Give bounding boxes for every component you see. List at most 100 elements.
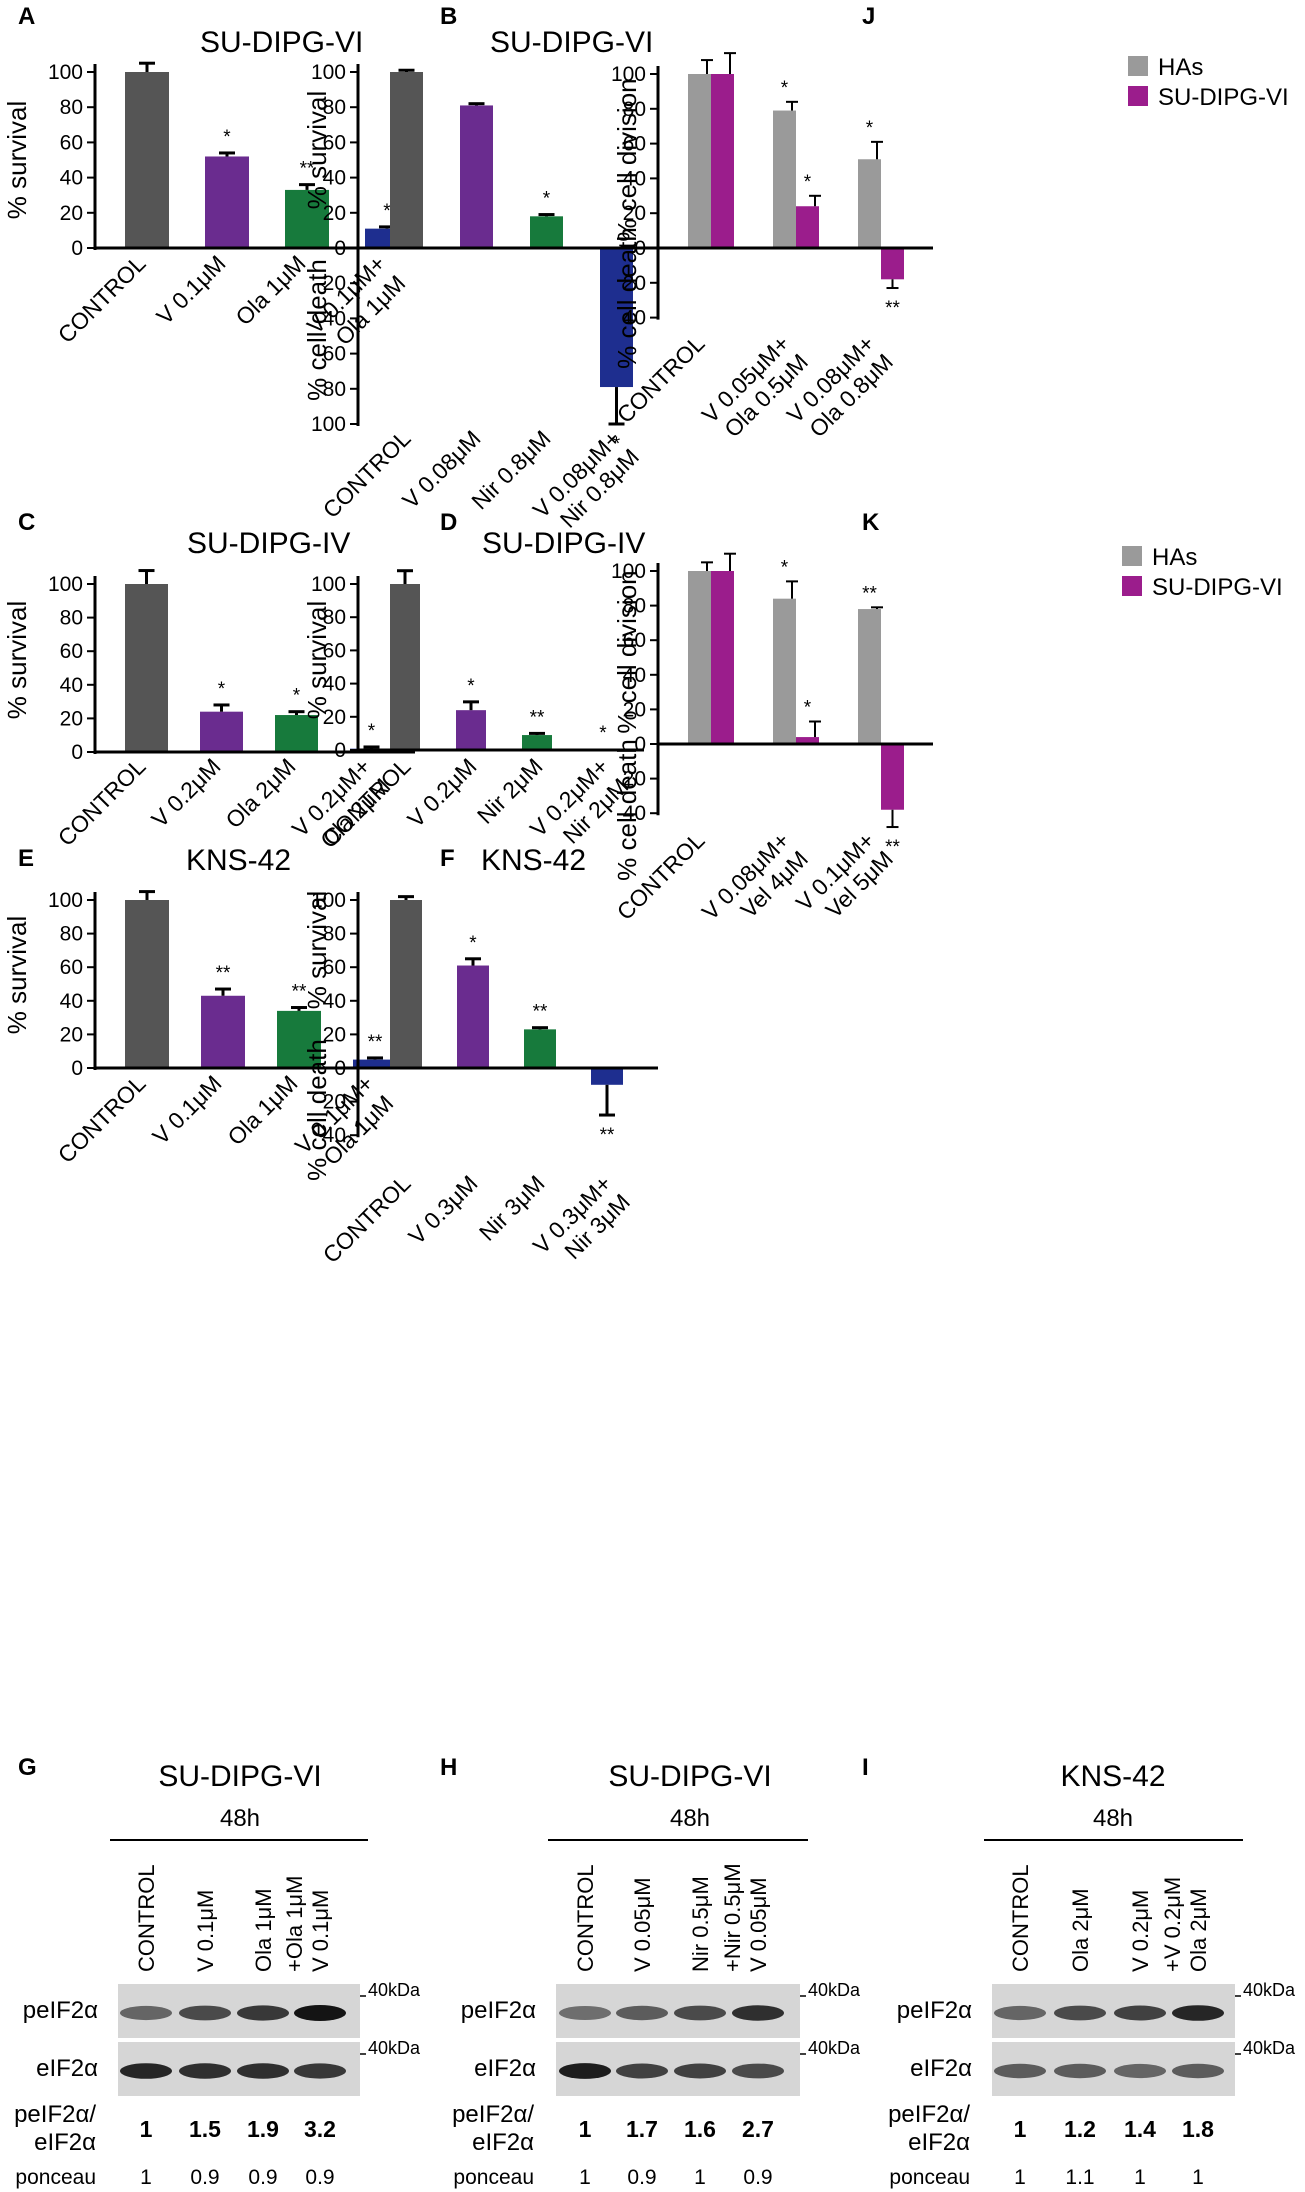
ponceau-label: ponceau — [453, 2166, 534, 2189]
significance-marker: ** — [530, 707, 545, 728]
significance-marker: * — [218, 679, 226, 700]
bar-su-dipg-vi — [881, 744, 904, 810]
y-tick-label: 40 — [60, 167, 83, 190]
ratio-label: peIF2α/eIF2α — [888, 2101, 970, 2156]
significance-marker: * — [599, 723, 607, 744]
y-tick-label: 60 — [323, 343, 346, 366]
y-tick-label: 100 — [311, 889, 346, 912]
ratio-value: 1.4 — [1124, 2116, 1156, 2142]
bar — [390, 584, 420, 750]
ponceau-value: 0.9 — [743, 2166, 772, 2189]
y-tick-label: 20 — [60, 1023, 83, 1046]
panel-label: B — [440, 3, 457, 30]
blot-band — [674, 2005, 726, 2021]
y-tick-label: 20 — [323, 706, 346, 729]
ratio-label: peIF2α/eIF2α — [14, 2101, 96, 2156]
blot-band — [237, 2005, 289, 2021]
lane-label: V 0.1μM+Ola 1μM — [282, 1876, 333, 1972]
category-label: V 0.2μM — [402, 753, 481, 832]
ponceau-value: 1 — [1014, 2166, 1026, 2189]
category-label-line: CONTROL — [53, 753, 151, 851]
legend-entry: SU-DIPG-VI — [1152, 574, 1283, 601]
significance-marker: * — [469, 933, 477, 954]
category-label-line: CONTROL — [53, 250, 151, 348]
category-label: CONTROL — [318, 1170, 416, 1268]
category-label-line: Ola 1μM — [222, 1070, 302, 1150]
blot-band — [616, 2005, 668, 2021]
y-axis-label: % survival — [2, 601, 32, 719]
significance-marker: ** — [885, 837, 900, 858]
bar — [275, 715, 318, 752]
molecular-weight-marker: 40kDa — [368, 2038, 421, 2058]
blot-band — [559, 2063, 611, 2079]
category-label: V 0.1μM+Vel 5μM — [791, 827, 898, 934]
y-tick-label: 0 — [71, 741, 83, 764]
chart-title: SU-DIPG-VI — [490, 26, 653, 59]
category-label-line: V 0.3μM — [403, 1170, 482, 1249]
significance-marker: * — [543, 189, 551, 210]
category-label: V 0.1μM — [147, 1070, 226, 1149]
blot-timepoint: 48h — [1093, 1805, 1133, 1832]
y-tick-label: 60 — [323, 639, 346, 662]
y-axis-label: % survival — [302, 891, 332, 1009]
blot-title: SU-DIPG-VI — [158, 1760, 321, 1793]
blot-timepoint: 48h — [670, 1805, 710, 1832]
legend-swatch — [1122, 546, 1142, 566]
legend-swatch — [1128, 56, 1148, 76]
molecular-weight-marker: 40kDa — [368, 1980, 421, 2000]
lane-label: CONTROL — [134, 1864, 159, 1972]
blot-band — [1054, 2005, 1106, 2021]
ponceau-value: 1.1 — [1065, 2166, 1094, 2189]
y-tick-label: 40 — [323, 1124, 346, 1147]
y-tick-label: 80 — [323, 606, 346, 629]
ponceau-value: 1 — [694, 2166, 706, 2189]
blot-row-label: peIF2α — [23, 1997, 98, 2024]
panel-label: D — [440, 509, 457, 536]
lane-label-line: Ola 1μM — [251, 1888, 276, 1972]
ratio-value: 1 — [1014, 2116, 1027, 2142]
legend-entry: HAs — [1158, 54, 1203, 81]
y-tick-label: 100 — [48, 61, 83, 84]
bar-su-dipg-vi — [796, 206, 819, 248]
blot-row-label: peIF2α — [461, 1997, 536, 2024]
y-tick-label: 20 — [623, 768, 646, 791]
lane-label: Nir 0.5μM — [688, 1876, 713, 1972]
ratio-label-line: peIF2α/ — [452, 2101, 534, 2128]
significance-marker: * — [383, 201, 391, 222]
legend-entry: SU-DIPG-VI — [1158, 84, 1289, 111]
ponceau-label: ponceau — [15, 2166, 96, 2189]
lane-label-line: CONTROL — [1008, 1864, 1033, 1972]
category-label-line: CONTROL — [318, 425, 416, 523]
bar — [200, 711, 243, 752]
ratio-value: 3.2 — [304, 2116, 336, 2142]
bar-has — [858, 609, 881, 744]
bar — [205, 156, 249, 248]
y-tick-label: 20 — [623, 698, 646, 721]
y-axis-label-secondary: % cell death — [302, 1039, 332, 1181]
lane-label-line: Ola 2μM — [1068, 1888, 1093, 1972]
chart-title: SU-DIPG-IV — [187, 527, 350, 560]
y-tick-label: 20 — [623, 202, 646, 225]
y-tick-label: 100 — [611, 560, 646, 583]
legend-swatch — [1122, 576, 1142, 596]
category-label-line: Ola 1μM — [230, 250, 310, 330]
y-tick-label: 20 — [323, 1023, 346, 1046]
panel-label: C — [18, 509, 35, 536]
y-axis-label-secondary: % cell death — [302, 259, 332, 401]
bar — [201, 995, 245, 1068]
blot-band — [732, 2063, 784, 2079]
category-label: V 0.08μM+Vel 4μM — [697, 827, 813, 943]
bar — [125, 900, 169, 1068]
y-tick-label: 40 — [60, 674, 83, 697]
lane-label-line: V 0.05μM — [746, 1877, 771, 1972]
y-axis-label-secondary: % cell death — [612, 739, 642, 881]
lane-label-line: Nir 0.5μM — [688, 1876, 713, 1972]
bar — [457, 965, 489, 1068]
y-tick-label: 60 — [323, 131, 346, 154]
significance-marker: * — [781, 78, 789, 99]
chart-panel-a: A SU-DIPG-VI 0 20 40 60 80 100 % survival CONTROL… — [2, 3, 435, 350]
y-tick-label: 20 — [323, 202, 346, 225]
lane-label: V 0.1μM — [193, 1890, 218, 1972]
